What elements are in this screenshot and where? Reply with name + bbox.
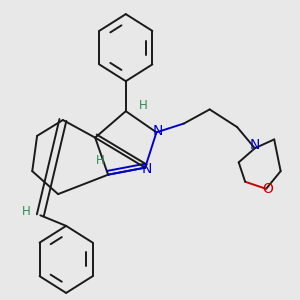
- Text: N: N: [142, 162, 152, 176]
- Text: H: H: [21, 205, 30, 218]
- Text: N: N: [250, 138, 260, 152]
- Text: O: O: [262, 182, 273, 196]
- Text: H: H: [96, 154, 104, 167]
- Text: N: N: [153, 124, 163, 138]
- Text: H: H: [139, 99, 148, 112]
